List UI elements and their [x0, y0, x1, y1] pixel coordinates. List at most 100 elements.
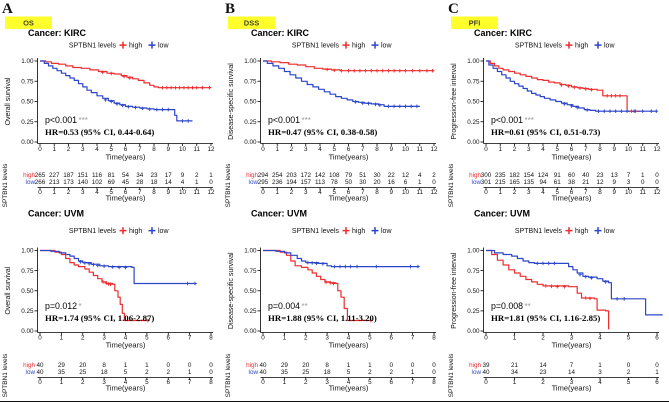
risk-count-low: 2: [145, 369, 149, 376]
censor-plus-icon: [207, 85, 212, 90]
significance-stars: ***: [302, 116, 311, 125]
censor-plus-icon: [569, 104, 574, 108]
risk-x-tick-label: 8: [375, 189, 379, 196]
risk-y-axis-label: SPTBN1 levels: [2, 163, 9, 207]
censor-plus-icon: [417, 68, 422, 73]
risk-x-tick-label: 7: [138, 189, 142, 196]
risk-count-low: 0: [209, 179, 213, 186]
risk-count-low: 1: [411, 369, 415, 376]
censor-plus-icon: [562, 284, 567, 289]
risk-count-high: 0: [432, 362, 436, 369]
risk-count-high: 34: [136, 172, 144, 179]
legend-plus-high-icon: [565, 227, 573, 235]
risk-x-tick-label: 5: [145, 379, 149, 386]
risk-row-label-low: low: [249, 179, 259, 186]
censor-plus-icon: [544, 284, 548, 288]
censor-plus-icon: [186, 119, 190, 123]
risk-count-high: 20: [79, 362, 87, 369]
censor-plus-icon: [398, 68, 402, 73]
risk-count-low: 61: [554, 179, 562, 186]
p-value-text: p=0.004: [268, 301, 300, 311]
censor-plus-icon: [155, 107, 159, 112]
legend-plus-low-icon: [371, 227, 379, 235]
risk-count-low: 236: [272, 179, 283, 186]
risk-x-tick-label: 4: [124, 379, 128, 386]
p-value: p<0.001 ***: [491, 115, 534, 125]
censor-plus-icon: [613, 109, 618, 114]
risk-count-low: 14: [568, 369, 576, 376]
censor-plus-icon: [310, 261, 314, 265]
censor-plus-icon: [358, 68, 362, 73]
hazard-ratio: HR=0.47 (95% CI, 0.38-0.58): [268, 127, 377, 137]
legend-low-label: low: [604, 228, 615, 235]
risk-count-low: 18: [150, 179, 158, 186]
risk-count-low: 35: [281, 369, 289, 376]
x-tick-label: 1: [60, 335, 64, 342]
legend-title: SPTBN1 levels: [69, 43, 117, 50]
x-tick-label: 10: [179, 146, 187, 153]
risk-count-low: 50: [345, 179, 353, 186]
y-axis-label: Progression-free interval: [451, 252, 458, 329]
censor-plus-icon: [589, 276, 594, 280]
risk-count-high: 13: [611, 172, 619, 179]
risk-count-high: 40: [582, 172, 590, 179]
risk-count-high: 0: [389, 362, 393, 369]
x-axis-label: Time(years): [106, 153, 146, 162]
x-tick-label: 5: [555, 146, 559, 153]
censor-plus-icon: [392, 104, 396, 109]
y-tick-label: 0.25: [21, 308, 34, 315]
y-tick-label: 0.00: [467, 139, 480, 146]
x-tick-label: 8: [152, 146, 156, 153]
x-tick-label: 12: [430, 146, 438, 153]
risk-y-axis-label: SPTBN1 levels: [448, 353, 455, 397]
censor-plus-icon: [575, 105, 579, 110]
hazard-ratio: HR=1.74 (95% CI, 1.06-2.87): [45, 313, 154, 323]
censor-plus-icon: [166, 107, 171, 112]
risk-count-high: 12: [402, 172, 410, 179]
x-axis-label: Time(years): [552, 153, 592, 162]
risk-x-tick-label: 10: [402, 189, 410, 196]
legend-title: SPTBN1 levels: [69, 228, 117, 235]
censor-plus-icon: [619, 109, 624, 114]
censor-plus-icon: [343, 264, 348, 269]
risk-x-tick-label: 10: [179, 189, 187, 196]
legend-high-label: high: [575, 228, 588, 235]
endpoint-tag: PFI: [469, 19, 481, 28]
x-tick-label: 2: [513, 146, 517, 153]
cancer-title: Cancer: KIRC: [251, 28, 310, 38]
censor-plus-icon: [618, 94, 622, 98]
risk-x-tick-label: 1: [513, 379, 517, 386]
censor-plus-icon: [613, 94, 618, 98]
hazard-ratio: HR=0.53 (95% CI, 0.44-0.64): [45, 127, 154, 137]
km-curve-low: [40, 60, 193, 122]
censor-plus-icon: [321, 261, 325, 266]
x-axis-label: Time(years): [329, 153, 369, 162]
x-tick-label: 3: [527, 146, 531, 153]
endpoint-tag: DSS: [244, 19, 259, 28]
y-tick-label: 0.00: [244, 328, 257, 335]
risk-count-low: 213: [49, 179, 60, 186]
risk-count-high: 40: [36, 362, 44, 369]
censor-plus-icon: [403, 68, 408, 73]
risk-row-label-high: high: [23, 172, 35, 179]
x-tick-label: 5: [109, 146, 113, 153]
risk-count-high: 7: [627, 172, 631, 179]
x-tick-label: 1: [275, 146, 279, 153]
y-tick-label: 0.75: [244, 268, 257, 275]
censor-plus-icon: [324, 280, 328, 285]
censor-plus-icon: [589, 87, 594, 92]
p-value-text: p<0.001: [491, 115, 523, 125]
risk-x-tick-label: 0: [261, 189, 265, 196]
legend-high-label: high: [575, 43, 588, 50]
x-tick-label: 0: [261, 335, 265, 342]
censor-plus-icon: [87, 261, 91, 266]
censor-plus-icon: [180, 119, 185, 123]
hazard-ratio: HR=1.81 (95% CI, 1.16-2.85): [491, 313, 600, 323]
risk-count-high: 29: [281, 362, 289, 369]
risk-count-low: 18: [324, 369, 332, 376]
censor-plus-icon: [101, 280, 105, 284]
significance-stars: ***: [525, 116, 534, 125]
censor-plus-icon: [596, 109, 601, 114]
